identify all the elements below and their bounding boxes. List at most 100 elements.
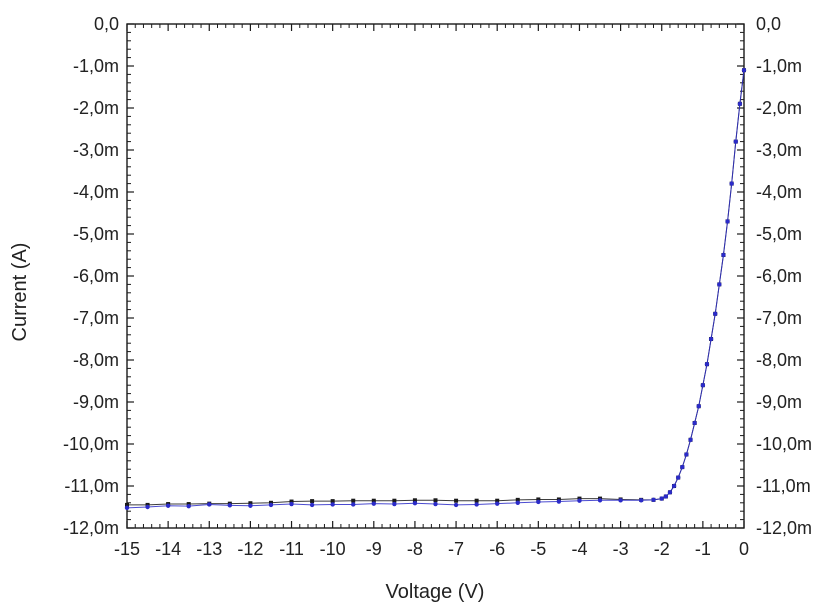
series-2-point bbox=[680, 464, 685, 470]
x-tick-label: -8 bbox=[407, 539, 423, 559]
x-tick-label: -2 bbox=[654, 539, 670, 559]
y-tick-label-right: -8,0m bbox=[756, 350, 802, 370]
series-2-point bbox=[688, 437, 693, 442]
series-2-point bbox=[733, 139, 738, 144]
series-1-point bbox=[248, 501, 253, 506]
x-tick-label: -6 bbox=[489, 539, 505, 559]
y-tick-label-left: -2,0m bbox=[73, 98, 119, 118]
series-2-point bbox=[515, 500, 520, 505]
x-tick-label: -13 bbox=[196, 539, 222, 559]
series-layer bbox=[124, 68, 747, 511]
y-tick-label-right: -6,0m bbox=[756, 266, 802, 286]
y-tick-label-left: -12,0m bbox=[63, 518, 119, 538]
series-1-point bbox=[433, 498, 438, 503]
series-2-point bbox=[145, 504, 150, 510]
series-2-point bbox=[659, 496, 664, 501]
series-2-point bbox=[207, 502, 212, 507]
y-tick-label-left: -9,0m bbox=[73, 392, 119, 412]
series-2-point bbox=[351, 502, 356, 507]
x-tick-label: -11 bbox=[279, 539, 304, 559]
series-2-point bbox=[651, 497, 656, 503]
series-2-point bbox=[671, 483, 677, 489]
series-2-point bbox=[663, 494, 669, 499]
series-2-point bbox=[704, 362, 710, 367]
series-2-point bbox=[556, 499, 562, 504]
series-1-point bbox=[371, 498, 376, 503]
series-1-point bbox=[330, 499, 335, 504]
series-1-point bbox=[515, 497, 520, 502]
series-2-point bbox=[618, 498, 623, 503]
series-2-point bbox=[684, 452, 689, 457]
series-1-point bbox=[125, 502, 129, 507]
series-2-point bbox=[725, 219, 730, 224]
series-2-point bbox=[708, 336, 714, 342]
series-2-point bbox=[412, 501, 418, 506]
series-2-point bbox=[741, 68, 747, 73]
x-tick-label: -14 bbox=[155, 539, 181, 559]
series-2-point bbox=[597, 498, 603, 503]
series-2-point bbox=[433, 501, 438, 507]
y-tick-label-right: -9,0m bbox=[756, 392, 802, 412]
plot-frame bbox=[126, 23, 745, 529]
series-2-point bbox=[495, 501, 500, 506]
y-tick-label-left: -7,0m bbox=[73, 308, 119, 328]
y-tick-label-left: -3,0m bbox=[73, 140, 119, 160]
series-2-point bbox=[729, 181, 734, 186]
series-1-point bbox=[474, 498, 479, 503]
series-2-point bbox=[392, 501, 397, 507]
y-tick-label-right: -11,0m bbox=[756, 476, 811, 496]
series-2-point bbox=[248, 503, 253, 508]
series-2-point bbox=[474, 502, 479, 507]
y-tick-label-right: -2,0m bbox=[756, 98, 802, 118]
series-2-point bbox=[330, 502, 335, 507]
series-2-point bbox=[717, 282, 722, 287]
y-tick-label-left: -5,0m bbox=[73, 224, 119, 244]
x-tick-label: -15 bbox=[114, 539, 140, 559]
x-axis-label: Voltage (V) bbox=[386, 581, 485, 603]
series-2-point bbox=[737, 101, 743, 107]
series-2-point bbox=[638, 498, 644, 503]
x-tick-label: -7 bbox=[448, 539, 464, 559]
series-2-point bbox=[268, 502, 274, 508]
series-2-point bbox=[713, 311, 718, 316]
y-tick-label-right: -7,0m bbox=[756, 308, 802, 328]
series-2-point bbox=[371, 501, 376, 506]
series-2-point bbox=[124, 505, 130, 511]
series-2-point bbox=[186, 503, 191, 509]
series-1-point bbox=[454, 498, 459, 503]
series-2-point bbox=[289, 501, 294, 507]
x-tick-label: -1 bbox=[695, 539, 711, 559]
series-1-point bbox=[310, 499, 315, 504]
series-1-point bbox=[289, 499, 294, 504]
y-tick-label-left: -11,0m bbox=[64, 476, 119, 496]
series-2-point bbox=[700, 383, 706, 388]
x-tick-label: -12 bbox=[237, 539, 263, 559]
series-1-point bbox=[412, 498, 417, 503]
x-tick-label: -9 bbox=[366, 539, 382, 559]
series-2-line bbox=[126, 70, 745, 509]
series-1-point bbox=[392, 498, 397, 503]
y-tick-label-right: -12,0m bbox=[756, 518, 812, 538]
series-2-point bbox=[453, 502, 459, 508]
y-tick-label-right: -3,0m bbox=[756, 140, 802, 160]
series-2-point bbox=[675, 475, 681, 480]
y-tick-label-right: -10,0m bbox=[756, 434, 812, 454]
series-2-point bbox=[165, 503, 171, 508]
y-tick-label-left: -6,0m bbox=[73, 266, 119, 286]
series-2-point bbox=[577, 498, 582, 503]
y-tick-label-right: -5,0m bbox=[756, 224, 802, 244]
series-1-point bbox=[536, 497, 541, 502]
y-tick-label-right: 0,0 bbox=[756, 14, 781, 34]
x-tick-label: -3 bbox=[613, 539, 629, 559]
series-1-point bbox=[351, 498, 356, 503]
series-2-point bbox=[721, 252, 726, 258]
series-2-point bbox=[227, 503, 233, 508]
series-2-point bbox=[696, 404, 701, 409]
y-axis-ticks: 0,0 0,0 -1,0m -1,0m -2,0m -2,0m -3,0m -3,0m -4,0… bbox=[63, 14, 812, 538]
x-tick-label: 0 bbox=[739, 539, 749, 559]
x-tick-label: -5 bbox=[530, 539, 546, 559]
series-2-point bbox=[692, 420, 697, 426]
y-axis-label: Current (A) bbox=[9, 243, 31, 342]
x-tick-label: -10 bbox=[320, 539, 346, 559]
